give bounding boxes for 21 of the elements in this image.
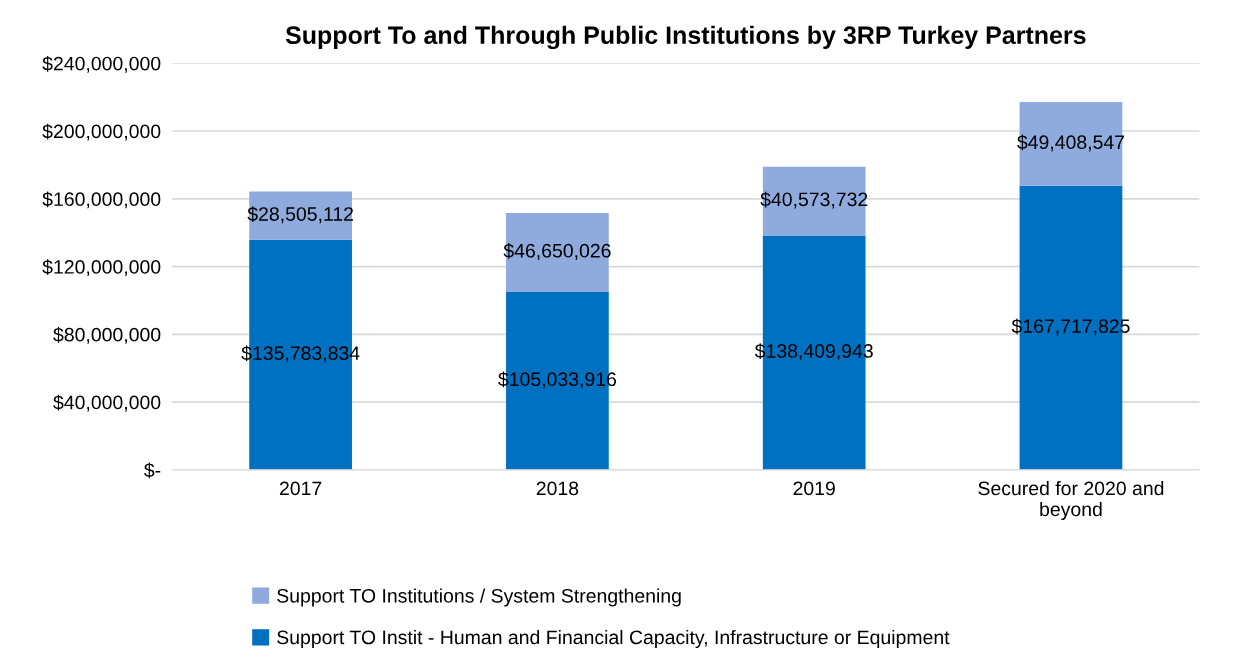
data-label: $49,408,547	[1017, 134, 1125, 152]
y-tick-label: $200,000,000	[42, 123, 161, 141]
y-tick-label: $120,000,000	[42, 259, 161, 277]
data-label: $46,650,026	[503, 243, 611, 260]
x-tick-label: Secured for 2020 and beyond	[978, 480, 1164, 521]
y-tick-label: $-	[144, 462, 161, 479]
y-tick-label: $40,000,000	[53, 394, 161, 412]
y-tick-label: $80,000,000	[53, 326, 161, 344]
data-label: $28,505,112	[247, 206, 353, 224]
bar	[762, 166, 866, 236]
x-tick-label: 2018	[536, 481, 579, 496]
data-label: $40,573,732	[760, 191, 868, 209]
x-tick-label: 2019	[793, 481, 835, 496]
chart-title: Support To and Through Public Institutions by 3RP Turkey Partners	[285, 25, 1086, 50]
bar	[249, 191, 352, 240]
x-tick-label: 2017	[279, 481, 322, 496]
y-tick-label: $160,000,000	[42, 191, 161, 209]
bar	[1019, 102, 1123, 186]
legend-label: Support TO Instit - Human and Financial Capacity, Infrastructure or Equipment	[277, 629, 950, 649]
legend-label: Support TO Institutions / System Strengthening	[277, 588, 681, 607]
y-tick-label: $240,000,000	[42, 55, 161, 73]
